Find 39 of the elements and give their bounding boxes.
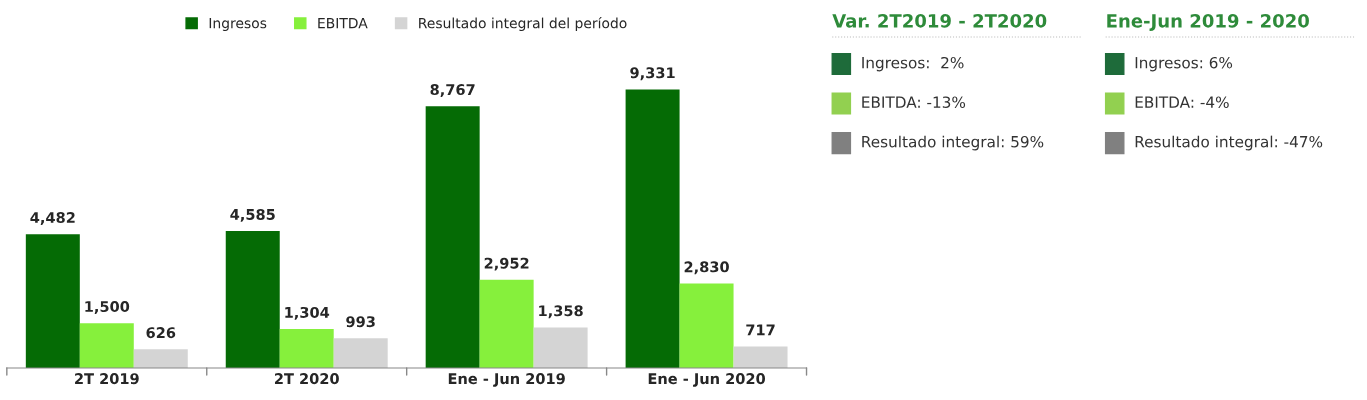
- data-label: 4,585: [230, 208, 275, 222]
- bar: [733, 346, 788, 368]
- x-tick-label: 2T 2020: [274, 373, 339, 385]
- bar: [533, 327, 588, 368]
- data-label: 4,482: [30, 212, 75, 225]
- bar: [679, 283, 734, 368]
- bar: [279, 329, 334, 368]
- text: Ene-Jun 2019 - 2020: [1107, 13, 1309, 31]
- x-tick-label: Ene - Jun 2020: [648, 373, 766, 387]
- text: Var. 2T2019 - 2T2020: [832, 13, 1047, 28]
- data-label: 1,304: [285, 306, 330, 320]
- text: Ingresos: 6%: [1135, 56, 1233, 72]
- text: EBITDA: -4%: [1135, 96, 1229, 108]
- data-label: 626: [146, 327, 176, 339]
- legend-label: Resultado integral del período: [419, 17, 627, 32]
- text: Resultado integral: 59%: [862, 135, 1044, 151]
- bar: [79, 323, 134, 368]
- legend-label: Ingresos: [209, 18, 267, 32]
- bar: [25, 234, 80, 368]
- x-tick-label: 2T 2019: [75, 373, 139, 385]
- bar: [479, 279, 534, 368]
- bar: [225, 231, 280, 368]
- data-label: 1,500: [85, 301, 130, 314]
- bar: [625, 89, 680, 368]
- legend-label: EBITDA: [318, 18, 368, 29]
- data-label: 1,358: [539, 305, 583, 319]
- bar: [425, 106, 480, 368]
- data-label: 2,830: [684, 261, 729, 275]
- data-label: 717: [746, 324, 775, 336]
- text: EBITDA: -13%: [862, 96, 966, 108]
- x-tick-label: Ene - Jun 2019: [448, 373, 565, 387]
- text: Ingresos: 2%: [862, 56, 964, 72]
- data-label: 993: [346, 316, 375, 328]
- bar: [133, 349, 188, 368]
- bar: [333, 338, 388, 368]
- text: Resultado integral: -47%: [1135, 135, 1323, 151]
- data-label: 2,952: [484, 257, 529, 271]
- data-label: 9,331: [630, 67, 675, 81]
- data-label: 8,767: [430, 84, 475, 97]
